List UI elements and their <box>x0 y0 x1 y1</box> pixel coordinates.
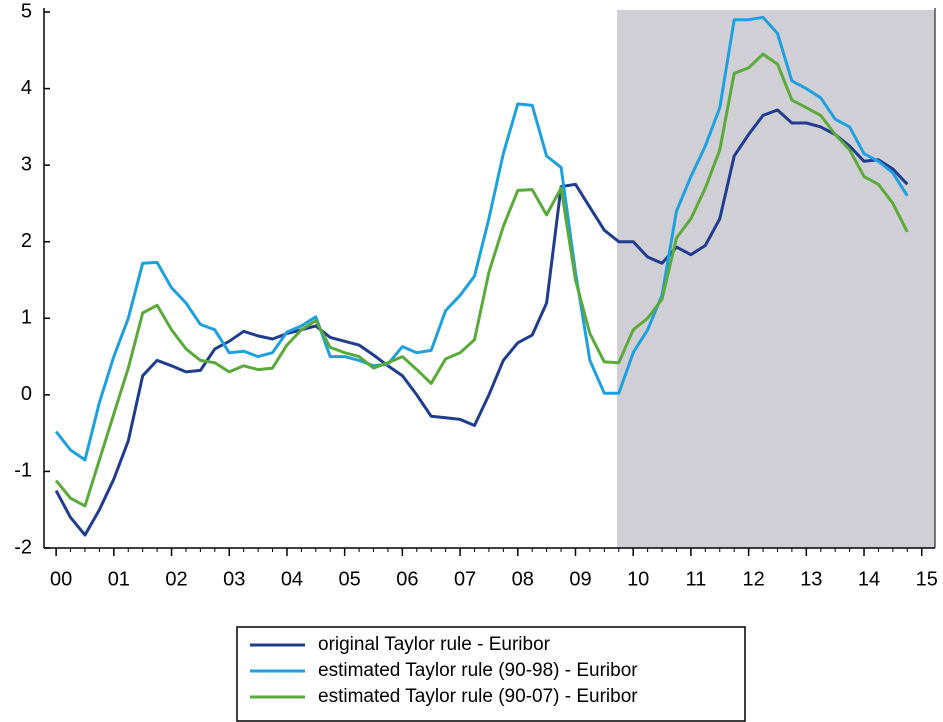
series-line <box>54 15 909 462</box>
x-tick-label: 02 <box>165 568 187 590</box>
x-tick-label: 15 <box>916 568 938 590</box>
legend-label: estimated Taylor rule (90-07) - Euribor <box>318 686 638 707</box>
x-tick-label: 14 <box>858 568 880 590</box>
y-tick-label: -2 <box>14 536 32 558</box>
y-tick-label: 0 <box>21 383 32 405</box>
series-line <box>54 52 909 508</box>
series-line <box>54 108 909 537</box>
x-tick-label: 12 <box>742 568 764 590</box>
y-tick-label: -1 <box>14 460 32 482</box>
y-tick-label: 3 <box>21 153 32 175</box>
y-tick-label: 5 <box>21 0 32 22</box>
legend-label: estimated Taylor rule (90-98) - Euribor <box>318 660 638 681</box>
x-tick-label: 04 <box>281 568 303 590</box>
y-tick-label: 4 <box>21 77 32 99</box>
y-tick-label: 1 <box>21 307 32 329</box>
legend-label: original Taylor rule - Euribor <box>318 634 551 655</box>
x-tick-label: 09 <box>569 568 591 590</box>
shaded-region <box>617 10 935 548</box>
x-tick-label: 00 <box>50 568 72 590</box>
legend-box <box>236 626 746 722</box>
y-tick-label: 2 <box>21 230 32 252</box>
x-tick-label: 07 <box>454 568 476 590</box>
x-tick-label: 10 <box>627 568 649 590</box>
x-tick-label: 11 <box>686 568 707 590</box>
x-tick-label: 08 <box>512 568 534 590</box>
x-tick-label: 06 <box>396 568 418 590</box>
x-tick-label: 05 <box>339 568 361 590</box>
x-tick-label: 03 <box>223 568 245 590</box>
x-tick-label: 13 <box>800 568 822 590</box>
legend: original Taylor rule - Euribor estimated … <box>236 626 746 722</box>
x-tick-label: 01 <box>108 568 130 590</box>
